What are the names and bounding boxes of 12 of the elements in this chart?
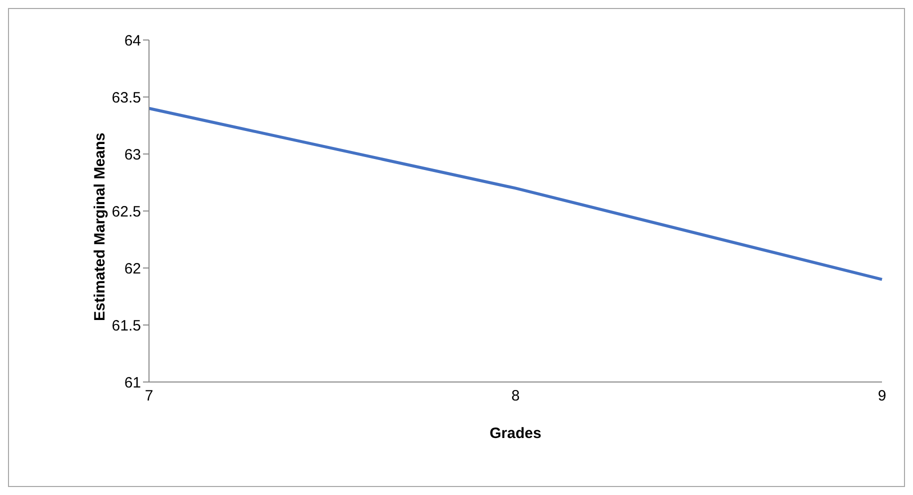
y-tick-label: 61.5 (112, 317, 141, 334)
y-tick-label: 63 (124, 146, 141, 164)
y-tick-label: 62.5 (112, 203, 141, 220)
y-tick-label: 63.5 (112, 89, 141, 106)
x-axis-title: Grades (490, 425, 542, 442)
y-tick-label: 64 (124, 32, 141, 50)
y-tick-label: 62 (124, 260, 141, 278)
x-tick-label: 7 (144, 388, 154, 405)
y-axis-title: Estimated Marginal Means (91, 132, 108, 321)
x-tick-label: 9 (878, 388, 886, 405)
y-tick-label: 61 (124, 374, 141, 392)
x-tick-label: 8 (511, 388, 520, 405)
